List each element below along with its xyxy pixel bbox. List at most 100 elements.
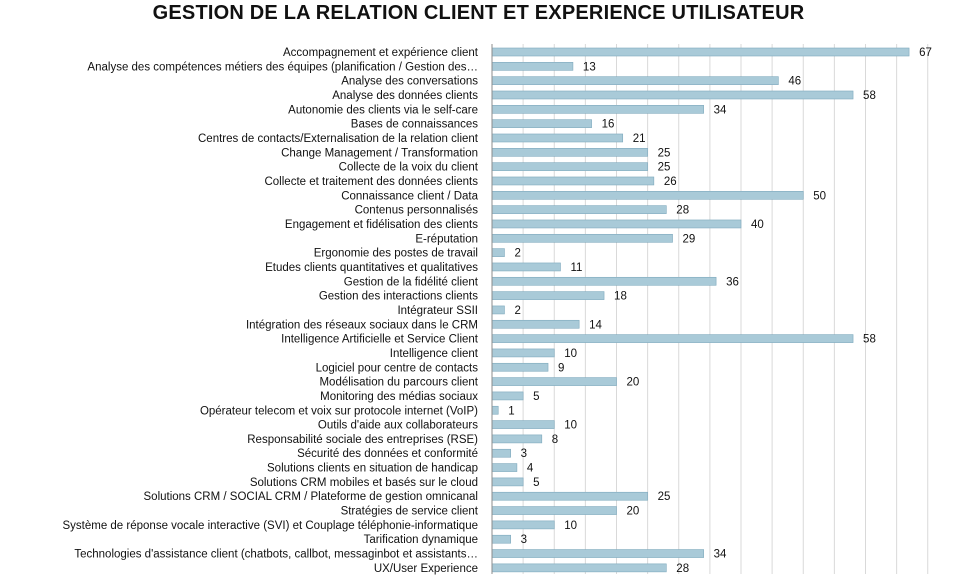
bar <box>491 133 624 143</box>
category-label: Autonomie des clients via le self-care <box>288 104 478 116</box>
value-label: 20 <box>627 506 640 518</box>
category-label: Analyse des données clients <box>332 90 478 102</box>
category-label: Monitoring des médias sociaux <box>320 391 478 403</box>
category-label: Collecte de la voix du client <box>339 162 479 174</box>
value-label: 13 <box>583 61 596 73</box>
value-label: 34 <box>714 549 727 561</box>
value-label: 10 <box>564 520 577 532</box>
bar <box>491 319 580 329</box>
value-label: 67 <box>919 47 932 59</box>
value-label: 29 <box>683 233 696 245</box>
bar <box>491 162 648 171</box>
bar <box>491 119 592 128</box>
category-label: Analyse des compétences métiers des équi… <box>87 61 478 73</box>
bar <box>491 434 543 444</box>
value-label: 20 <box>627 377 640 389</box>
value-label: 25 <box>658 162 671 174</box>
bar <box>491 506 617 515</box>
value-label: 26 <box>664 176 677 188</box>
category-label: Solutions CRM mobiles et basés sur le cl… <box>250 477 478 489</box>
category-label: Ergonomie des postes de travail <box>314 248 478 260</box>
bar <box>491 334 854 343</box>
bar <box>491 463 518 472</box>
category-label: Intelligence client <box>390 348 479 360</box>
bar <box>491 262 561 272</box>
bar <box>491 520 555 530</box>
bar <box>491 549 704 558</box>
bar <box>491 491 648 501</box>
value-label: 40 <box>751 219 764 231</box>
bar <box>491 205 667 214</box>
category-label: Gestion de la fidélité client <box>344 276 479 288</box>
bar <box>491 62 574 71</box>
category-label: Solutions CRM / SOCIAL CRM / Plateforme … <box>144 491 479 503</box>
bar <box>491 276 717 286</box>
value-labels: 6713465834162125252650284029211361821458… <box>508 47 932 575</box>
value-label: 1 <box>508 405 514 417</box>
bar <box>491 405 499 415</box>
bar <box>491 76 779 85</box>
category-label: Technologies d'assistance client (chatbo… <box>74 549 478 561</box>
bar <box>491 105 704 114</box>
category-label: Modélisation du parcours client <box>319 377 478 389</box>
category-label: E-réputation <box>415 233 478 245</box>
value-label: 14 <box>589 319 602 331</box>
value-label: 5 <box>533 477 539 489</box>
category-label: Contenus personnalisés <box>355 205 479 217</box>
bar <box>491 377 617 386</box>
value-label: 3 <box>521 448 527 460</box>
bar <box>491 477 524 487</box>
value-label: 36 <box>726 276 739 288</box>
category-label: Engagement et fidélisation des clients <box>285 219 478 231</box>
category-label: Accompagnement et expérience client <box>283 47 479 59</box>
value-label: 58 <box>863 334 876 346</box>
chart-title: GESTION DE LA RELATION CLIENT ET EXPERIE… <box>152 2 805 24</box>
category-label: Opérateur telecom et voix sur protocole … <box>200 405 478 417</box>
value-label: 21 <box>633 133 646 145</box>
category-labels: Accompagnement et expérience client Analy… <box>62 47 478 575</box>
value-label: 28 <box>676 205 689 217</box>
bar <box>491 391 524 401</box>
bar <box>491 148 648 157</box>
category-label: Tarification dynamique <box>364 534 478 546</box>
value-label: 50 <box>813 190 826 202</box>
bar <box>491 47 910 57</box>
category-label: Etudes clients quantitatives et qualitat… <box>265 262 478 274</box>
category-label: Intégrateur SSII <box>397 305 478 317</box>
value-label: 16 <box>602 119 615 131</box>
category-label: Système de réponse vocale interactive (S… <box>62 520 478 532</box>
category-label: Collecte et traitement des données clien… <box>264 176 478 188</box>
value-label: 5 <box>533 391 539 403</box>
gridlines <box>522 44 929 574</box>
bar <box>491 191 804 200</box>
value-label: 3 <box>521 534 527 546</box>
bar <box>491 534 511 544</box>
bar <box>491 420 555 429</box>
category-label: Centres de contacts/Externalisation de l… <box>198 133 479 145</box>
category-label: Responsabilité sociale des entreprises (… <box>247 434 478 446</box>
bar <box>491 176 655 186</box>
bar <box>491 305 505 315</box>
value-label: 4 <box>527 463 534 475</box>
category-label: Intégration des réseaux sociaux dans le … <box>246 319 478 331</box>
category-label: Bases de connaissances <box>351 119 478 131</box>
bar <box>491 248 505 257</box>
value-label: 58 <box>863 90 876 102</box>
bar <box>491 563 667 573</box>
value-label: 11 <box>570 262 582 274</box>
value-label: 8 <box>552 434 558 446</box>
category-label: Stratégies de service client <box>341 506 479 518</box>
value-label: 18 <box>614 291 627 303</box>
category-label: Gestion des interactions clients <box>319 291 478 303</box>
value-label: 9 <box>558 362 564 374</box>
value-label: 2 <box>514 248 520 260</box>
value-label: 10 <box>564 420 577 432</box>
value-label: 2 <box>514 305 520 317</box>
category-label: Outils d'aide aux collaborateurs <box>318 420 478 432</box>
value-label: 28 <box>676 563 689 575</box>
bar <box>491 362 549 372</box>
value-label: 46 <box>788 76 801 88</box>
category-label: Connaissance client / Data <box>341 190 478 202</box>
bar <box>491 291 605 300</box>
value-label: 10 <box>564 348 577 360</box>
